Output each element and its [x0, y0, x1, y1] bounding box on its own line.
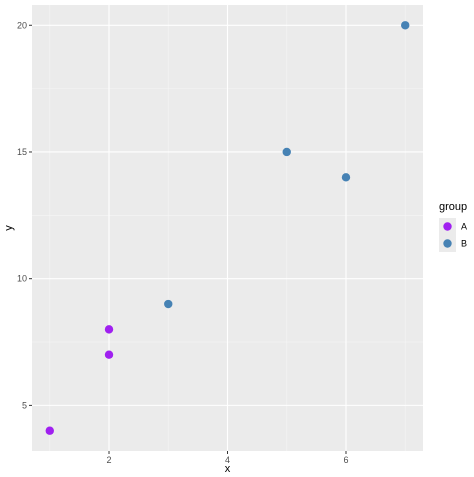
legend-label-b: B	[461, 239, 467, 249]
x-tick-label: 6	[343, 455, 348, 465]
legend-label-a: A	[461, 222, 467, 232]
x-axis-ticks: 2 4 6	[107, 451, 348, 465]
data-point-b	[401, 21, 410, 30]
x-tick-label: 2	[107, 455, 112, 465]
data-point-a	[104, 350, 114, 359]
data-point-b	[282, 147, 291, 157]
legend-title: group	[439, 201, 467, 213]
y-tick-label: 5	[22, 400, 27, 410]
x-tick-label: 4	[225, 455, 230, 465]
data-point-a	[104, 325, 114, 334]
legend: group AB	[439, 201, 467, 252]
major-gridlines	[32, 5, 423, 451]
y-tick-label: 20	[17, 20, 27, 30]
legend-key-point-a	[443, 222, 452, 231]
data-points	[45, 21, 410, 435]
x-axis-title: x	[225, 463, 231, 475]
y-axis-ticks: 5 10 15 20	[17, 20, 32, 410]
data-point-b	[341, 173, 351, 182]
y-axis-title: y	[3, 225, 15, 231]
data-point-a	[45, 426, 54, 435]
y-tick-label: 10	[17, 274, 27, 284]
y-tick-label: 15	[17, 147, 27, 157]
data-point-b	[164, 299, 173, 309]
legend-key-point-b	[443, 239, 452, 248]
